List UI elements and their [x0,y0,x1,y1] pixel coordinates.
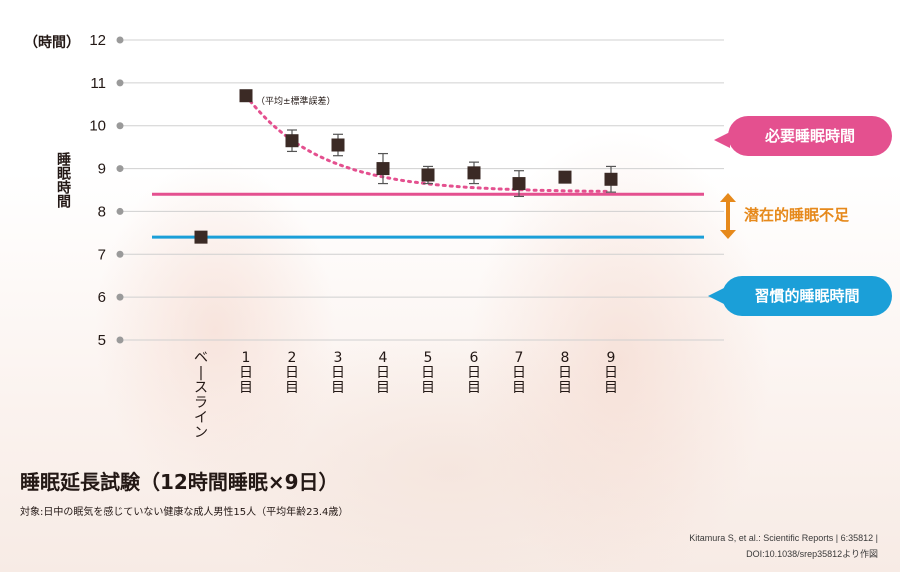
tick-dot [116,250,124,258]
tick-dot [116,122,124,130]
data-point [194,230,208,244]
x-category-label: 8 日目 [558,350,572,396]
bubble-tail [708,288,724,304]
tick-dot [116,336,124,344]
tick-dot [116,165,124,173]
bubble-tail [714,132,730,148]
tick-dot [116,36,124,44]
y-tick-label: 6 [98,289,106,306]
habitual-sleep-label: 習慣的睡眠時間 [754,287,860,305]
required-sleep-label: 必要睡眠時間 [764,127,855,145]
data-point [376,162,390,176]
y-tick-label: 11 [90,75,106,92]
data-point [239,89,253,103]
y-tick-label: 7 [98,246,106,263]
error-legend-note: （平均±標準誤差） [256,95,336,107]
gridlines [116,36,724,344]
tick-dot [116,293,124,301]
x-category-label: 5 日目 [421,350,435,396]
y-tick-label: 9 [98,161,106,178]
x-category-label: 3 日目 [331,350,345,396]
y-axis-title: 睡眠時間 [55,152,71,208]
data-point [331,138,345,152]
y-tick-label: 10 [89,118,106,135]
data-point [421,168,435,182]
x-category-label: 2 日目 [285,350,299,396]
tick-dot [116,79,124,87]
reference-lines [152,192,704,239]
y-tick-label: 5 [98,332,106,349]
x-category-label: 4 日目 [376,350,390,396]
y-tick-label: 12 [89,32,106,49]
x-category-label: 1 日目 [239,350,253,396]
citation-line-2: DOI:10.1038/srep35812より作図 [746,549,878,559]
y-unit-label: （時間） [24,35,80,51]
x-category-label: 6 日目 [467,350,481,396]
double-arrow-icon [720,193,736,239]
x-category-label: ベ|スライン [194,350,208,441]
data-point [285,134,299,148]
habitual-sleep-bubble: 習慣的睡眠時間 [708,276,892,316]
tick-dot [116,207,124,215]
required-sleep-bubble: 必要睡眠時間 [714,116,892,156]
data-point [512,177,526,191]
data-point [558,170,572,184]
x-category-labels: ベ|スライン 1 日目 2 日目 3 日目 4 日目 5 日目 6 日目 7 日目 8 日目 9 日目 [194,350,618,441]
x-category-label: 7 日目 [512,350,526,396]
data-points [194,89,618,244]
citation-line-1: Kitamura S, et al.: Scientific Reports |… [689,533,878,543]
data-point [604,172,618,186]
y-tick-labels: 12 11 10 9 8 7 6 5 [89,32,106,349]
x-category-label: 9 日目 [604,350,618,396]
chart-title: 睡眠延長試験（12時間睡眠×9日） [20,470,339,494]
error-bars [241,89,616,198]
data-point [467,166,481,180]
y-tick-label: 8 [98,203,106,220]
citation: Kitamura S, et al.: Scientific Reports |… [689,530,878,562]
chart-subtitle: 対象:日中の眠気を感じていない健康な成人男性15人（平均年齢23.4歳） [20,507,349,518]
latent-sleep-debt-label: 潜在的睡眠不足 [744,206,850,224]
